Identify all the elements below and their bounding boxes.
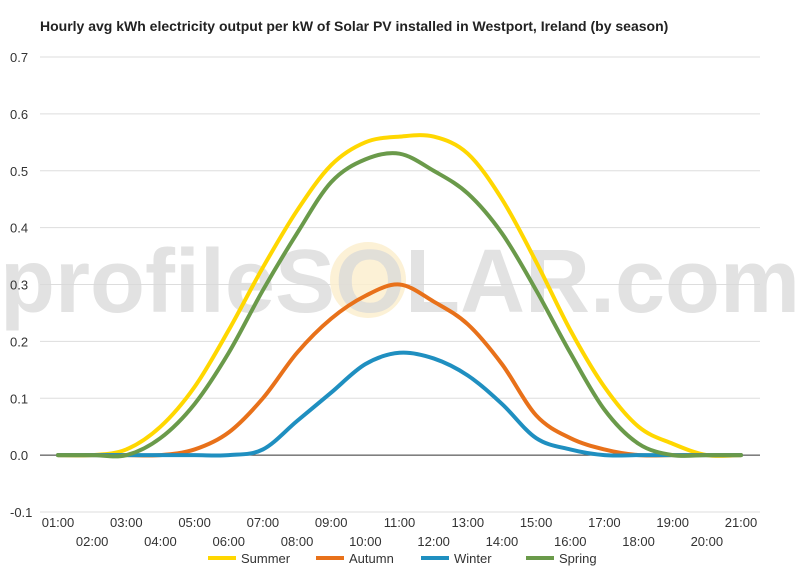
- x-tick-label: 07:00: [247, 515, 280, 530]
- x-tick-label: 20:00: [691, 534, 724, 549]
- series-line-summer: [56, 133, 743, 458]
- y-tick-label: 0.6: [10, 107, 28, 122]
- y-tick-label: 0.4: [10, 221, 28, 236]
- x-tick-label: 21:00: [725, 515, 758, 530]
- x-tick-label: 18:00: [622, 534, 655, 549]
- legend-label-winter: Winter: [454, 551, 492, 566]
- x-tick-label: 16:00: [554, 534, 587, 549]
- watermark: profileSOLAR.com: [0, 232, 800, 332]
- watermark-text: profileSOLAR.com: [0, 232, 800, 332]
- x-tick-label: 11:00: [384, 515, 416, 530]
- legend: Summer Autumn Winter Spring: [208, 551, 597, 566]
- y-tick-label: 0.2: [10, 334, 28, 349]
- x-tick-label: 05:00: [178, 515, 211, 530]
- y-tick-label: 0.0: [10, 448, 28, 463]
- x-tick-label: 17:00: [588, 515, 621, 530]
- legend-label-spring: Spring: [559, 551, 597, 566]
- y-tick-label: 0.7: [10, 50, 28, 65]
- y-tick-label: -0.1: [10, 505, 32, 520]
- x-tick-label: 03:00: [110, 515, 143, 530]
- legend-label-autumn: Autumn: [349, 551, 394, 566]
- x-tick-label: 09:00: [315, 515, 348, 530]
- x-tick-label: 06:00: [212, 534, 245, 549]
- x-tick-label: 12:00: [417, 534, 450, 549]
- series-line-winter: [56, 350, 743, 458]
- y-axis-ticks: -0.1 0.0 0.1 0.2 0.3 0.4 0.5 0.6 0.7: [10, 50, 32, 520]
- chart-title: Hourly avg kWh electricity output per kW…: [40, 18, 669, 34]
- x-tick-label: 02:00: [76, 534, 109, 549]
- sun-logo-icon: [330, 242, 406, 318]
- x-axis-ticks: 01:0002:0003:0004:0005:0006:0007:0008:00…: [42, 515, 758, 549]
- series-line-spring: [56, 151, 743, 459]
- x-tick-label: 10:00: [349, 534, 382, 549]
- y-tick-label: 0.5: [10, 164, 28, 179]
- y-tick-label: 0.3: [10, 278, 28, 293]
- legend-label-summer: Summer: [241, 551, 291, 566]
- x-tick-label: 04:00: [144, 534, 177, 549]
- x-tick-label: 13:00: [452, 515, 485, 530]
- series-lines: [56, 133, 743, 459]
- x-tick-label: 08:00: [281, 534, 314, 549]
- y-tick-label: 0.1: [10, 391, 28, 406]
- x-tick-label: 14:00: [486, 534, 519, 549]
- x-tick-label: 01:00: [42, 515, 75, 530]
- x-tick-label: 15:00: [520, 515, 553, 530]
- x-tick-label: 19:00: [656, 515, 689, 530]
